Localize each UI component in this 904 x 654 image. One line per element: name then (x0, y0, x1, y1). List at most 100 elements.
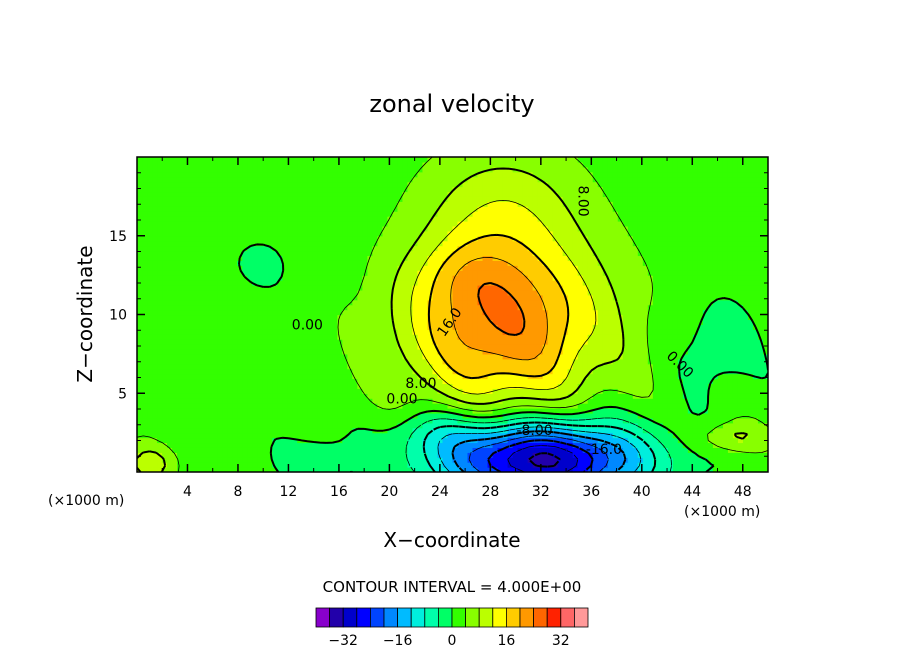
field-cell (622, 442, 629, 448)
field-cell (432, 289, 439, 296)
field-cell (577, 467, 584, 472)
field-cell (202, 388, 208, 394)
field-cell (582, 289, 589, 296)
field-cell (202, 348, 208, 355)
field-cell (632, 299, 639, 306)
field-cell (437, 393, 444, 399)
field-cell (762, 427, 768, 434)
field-cell (197, 314, 203, 321)
field-cell (457, 432, 464, 439)
field-cell (392, 299, 399, 306)
field-cell (442, 319, 449, 325)
field-cell (167, 412, 173, 419)
field-cell (417, 339, 424, 345)
field-cell (287, 363, 293, 370)
field-cell (382, 447, 388, 453)
field-cell (167, 403, 173, 409)
field-cell (232, 324, 238, 330)
field-cell (327, 299, 333, 306)
field-cell (392, 403, 399, 409)
field-cell (552, 294, 559, 301)
field-cell (727, 427, 734, 434)
field-cell (287, 388, 293, 394)
field-cell (577, 432, 584, 439)
field-cell (427, 334, 434, 340)
field-cell (167, 324, 173, 330)
field-cell (212, 462, 218, 468)
field-cell (462, 329, 469, 335)
field-cell (527, 309, 534, 316)
field-cell (552, 353, 559, 360)
field-cell (472, 275, 479, 281)
field-cell (397, 457, 404, 463)
field-cell (282, 344, 288, 350)
field-cell (187, 284, 193, 291)
field-cell (302, 388, 308, 394)
field-cell (272, 324, 278, 330)
field-cell (282, 299, 288, 306)
field-cell (297, 383, 303, 389)
field-cell (762, 314, 768, 321)
field-cell (237, 388, 243, 394)
field-cell (137, 319, 143, 325)
field-cell (477, 334, 484, 340)
field-cell (357, 378, 363, 384)
field-cell (377, 437, 383, 444)
field-cell (672, 280, 679, 286)
field-cell (332, 280, 338, 286)
field-cell (327, 467, 333, 472)
field-cell (597, 324, 604, 330)
field-cell (547, 467, 554, 472)
field-cell (427, 344, 434, 350)
field-cell (752, 432, 759, 439)
field-cell (732, 363, 739, 370)
field-cell (157, 319, 163, 325)
field-cell (357, 442, 363, 448)
field-cell (622, 383, 629, 389)
field-cell (427, 457, 434, 463)
field-cell (712, 339, 719, 345)
field-cell (487, 275, 494, 281)
field-cell (362, 309, 368, 316)
field-cell (202, 304, 208, 311)
field-cell (267, 348, 273, 355)
field-cell (752, 314, 759, 321)
field-cell (242, 432, 248, 439)
field-cell (257, 280, 263, 286)
field-cell (507, 363, 514, 370)
field-cell (637, 417, 644, 424)
field-cell (637, 363, 644, 370)
field-cell (532, 378, 539, 384)
field-cell (172, 319, 178, 325)
field-cell (337, 422, 343, 429)
field-cell (742, 403, 749, 409)
field-cell (432, 467, 439, 472)
field-cell (252, 447, 258, 453)
field-cell (612, 417, 619, 424)
field-cell (522, 422, 529, 429)
field-cell (612, 363, 619, 370)
field-cell (417, 363, 424, 370)
field-cell (562, 299, 569, 306)
field-cell (272, 275, 278, 281)
field-cell (442, 383, 449, 389)
field-cell (212, 324, 218, 330)
field-cell (357, 417, 363, 424)
field-cell (382, 314, 388, 321)
field-cell (527, 284, 534, 291)
field-cell (327, 403, 333, 409)
field-cell (447, 289, 454, 296)
field-cell (302, 353, 308, 360)
field-cell (602, 309, 609, 316)
field-cell (637, 299, 644, 306)
field-cell (592, 427, 599, 434)
field-cell (222, 368, 228, 375)
field-cell (487, 304, 494, 311)
field-cell (327, 344, 333, 350)
field-cell (252, 339, 258, 345)
field-cell (172, 329, 178, 335)
field-cell (237, 378, 243, 384)
field-cell (682, 368, 689, 375)
field-cell (722, 334, 729, 340)
field-cell (297, 447, 303, 453)
